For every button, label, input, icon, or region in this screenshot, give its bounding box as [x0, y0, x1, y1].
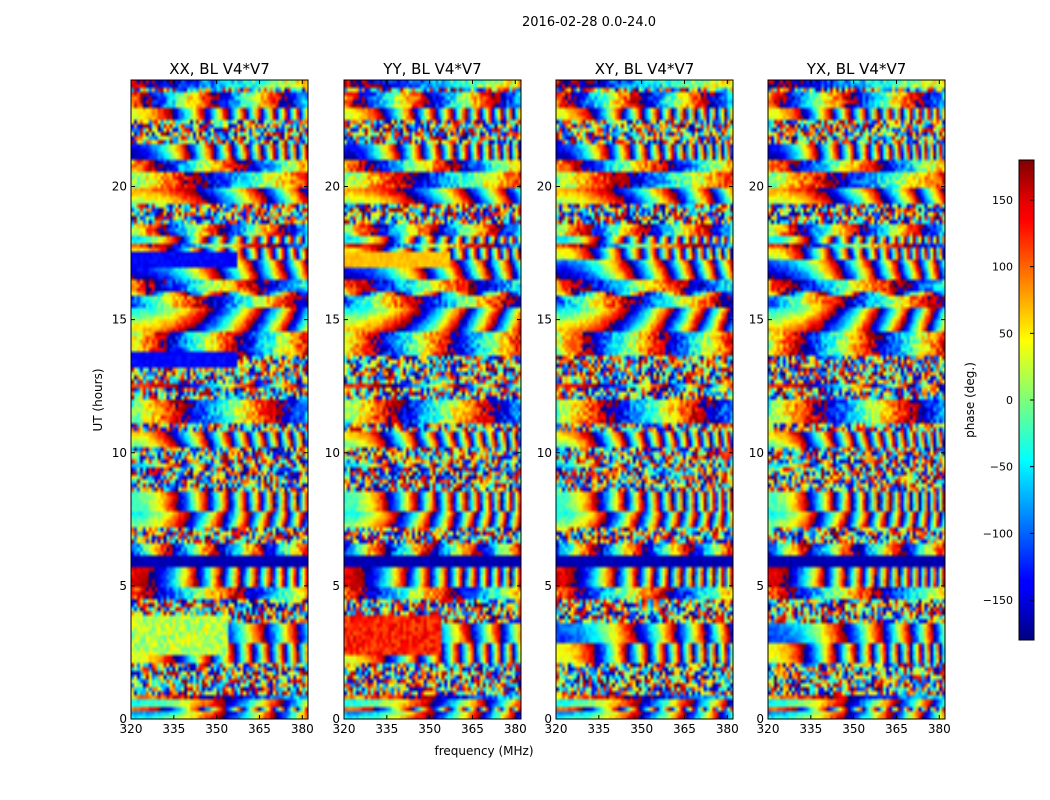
y-tick-label: 5	[544, 579, 552, 593]
x-tick-label: 365	[885, 722, 908, 736]
x-tick-label: 335	[587, 722, 610, 736]
y-tick-label: 20	[325, 180, 340, 194]
panel-frame	[130, 79, 309, 720]
y-tick-label: 5	[756, 579, 764, 593]
colorbar: −150 −100 −50 0 50 100 150 phase (deg.)	[963, 159, 1035, 641]
y-tick-label: 15	[112, 313, 127, 327]
colorbar-tick-label: −100	[983, 527, 1013, 540]
x-tick-label: 335	[375, 722, 398, 736]
panel-frame	[767, 79, 946, 720]
y-tick-label: 10	[112, 446, 127, 460]
x-tick-label: 350	[418, 722, 441, 736]
colorbar-ticks: −150 −100 −50 0 50 100 150	[983, 194, 1034, 607]
x-tick-label: 380	[291, 722, 314, 736]
x-tick-label: 380	[928, 722, 951, 736]
y-tick-label: 15	[537, 313, 552, 327]
panel-title: YX, BL V4*V7	[806, 60, 907, 78]
figure-title: 2016-02-28 0.0-24.0	[522, 15, 656, 30]
colorbar-label: phase (deg.)	[963, 362, 977, 438]
phase-image-xy	[556, 80, 733, 719]
phase-image-yx	[768, 80, 945, 719]
x-tick-label: 350	[842, 722, 865, 736]
x-tick-label: 380	[504, 722, 527, 736]
x-axis-label: frequency (MHz)	[434, 744, 533, 758]
y-tick-label: 20	[537, 180, 552, 194]
colorbar-tick-label: 0	[1006, 394, 1013, 407]
x-tick-label: 320	[545, 722, 568, 736]
colorbar-tick-label: 150	[992, 194, 1013, 207]
x-tick-label: 335	[799, 722, 822, 736]
panel-yx: YX, BL V4*V7 320 335 350 365 380 0 5 10 15 20	[749, 60, 951, 736]
x-tick-label: 365	[673, 722, 696, 736]
y-tick-label: 0	[544, 712, 552, 726]
x-tick-label: 320	[333, 722, 356, 736]
panel-xy: XY, BL V4*V7 320 335 350 365 380 0 5 10 15 20	[537, 60, 739, 736]
y-tick-label: 5	[119, 579, 127, 593]
y-axis-label: UT (hours)	[91, 368, 105, 431]
y-tick-label: 15	[325, 313, 340, 327]
x-tick-label: 335	[162, 722, 185, 736]
y-tick-label: 10	[325, 446, 340, 460]
x-tick-label: 350	[630, 722, 653, 736]
y-tick-label: 0	[756, 712, 764, 726]
y-tick-label: 20	[112, 180, 127, 194]
y-tick-label: 0	[332, 712, 340, 726]
x-tick-label: 350	[205, 722, 228, 736]
colorbar-tick-label: 100	[992, 261, 1013, 274]
panel-title: XY, BL V4*V7	[595, 60, 695, 78]
y-tick-label: 10	[749, 446, 764, 460]
x-tick-label: 320	[757, 722, 780, 736]
x-tick-label: 320	[120, 722, 143, 736]
panel-xx: XX, BL V4*V7 320 335 350 365 380 0 5 10 15 20	[112, 60, 314, 736]
colorbar-tick-label: −150	[983, 594, 1013, 607]
x-tick-label: 365	[461, 722, 484, 736]
panel-frame	[343, 79, 522, 720]
panel-yy: YY, BL V4*V7 320 335 350 365 380 0 5 10 15 20	[325, 60, 527, 736]
y-tick-label: 20	[749, 180, 764, 194]
y-tick-label: 5	[332, 579, 340, 593]
y-tick-label: 0	[119, 712, 127, 726]
panel-title: XX, BL V4*V7	[169, 60, 270, 78]
x-tick-label: 380	[716, 722, 739, 736]
colorbar-tick-label: 50	[999, 327, 1013, 340]
colorbar-tick-label: −50	[990, 461, 1013, 474]
y-tick-label: 10	[537, 446, 552, 460]
phase-image-xx	[131, 80, 308, 719]
y-tick-label: 15	[749, 313, 764, 327]
phase-image-yy	[344, 80, 521, 719]
panel-frame	[555, 79, 734, 720]
x-tick-label: 365	[248, 722, 271, 736]
panel-title: YY, BL V4*V7	[382, 60, 481, 78]
